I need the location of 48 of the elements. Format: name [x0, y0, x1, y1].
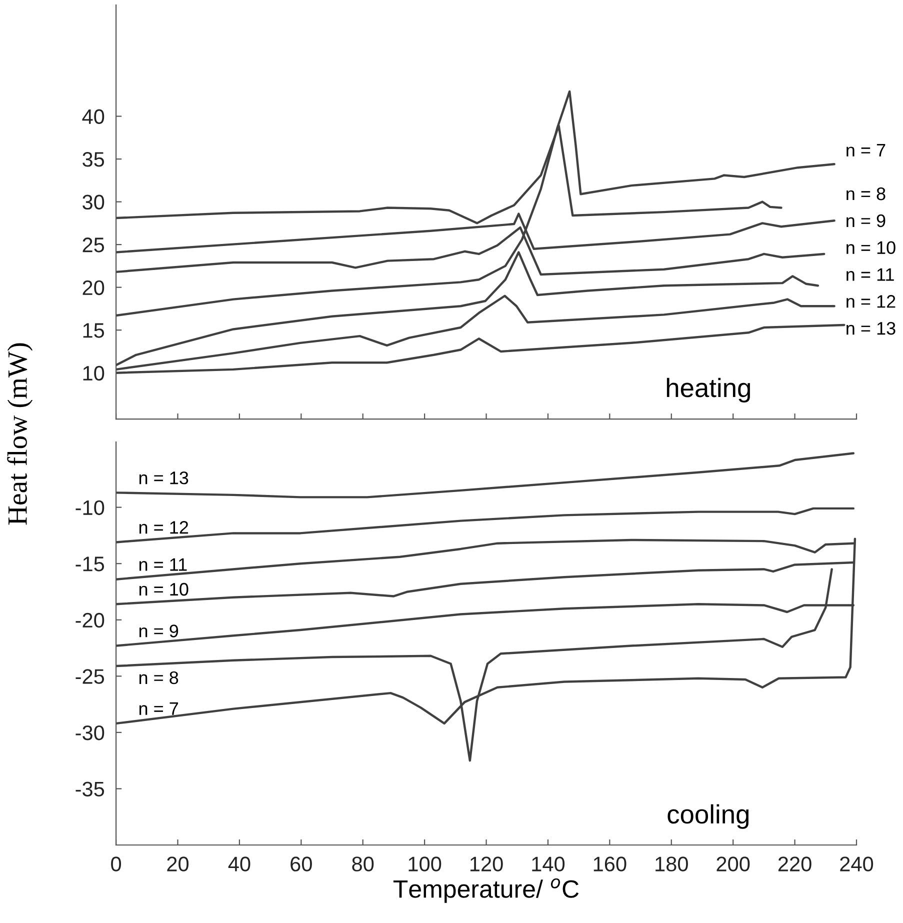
x-tick-label: 220	[778, 856, 812, 872]
line-series	[116, 452, 855, 498]
series-label: n = 7	[139, 702, 178, 715]
series-label: n = 8	[139, 671, 178, 684]
x-tick-label: 180	[656, 856, 688, 872]
x-tick-label: 240	[840, 856, 874, 872]
annotation: heating	[666, 378, 750, 402]
series-label: n = 12	[846, 295, 896, 308]
x-axis-title: Temperature/ $^{o}$C	[393, 878, 579, 903]
text: n = 8	[846, 187, 886, 200]
y-tick-label: -10	[76, 500, 104, 516]
x-tick-label: 0	[111, 856, 122, 872]
x-tick-label: 20	[167, 856, 189, 872]
x-tick-label: 200	[716, 856, 750, 872]
x-tick-label: 140	[532, 856, 565, 872]
line-series	[116, 251, 820, 366]
series-label: n = 13	[139, 471, 188, 484]
series-label: n = 13	[846, 322, 896, 335]
x-tick-label: 160	[594, 856, 626, 872]
series-label: n = 10	[846, 241, 896, 254]
y-tick-label: 20	[82, 280, 104, 296]
y-tick-label: 30	[82, 194, 104, 210]
series-label: n = 11	[846, 268, 894, 281]
x-tick-label: 120	[470, 856, 503, 872]
y-tick-label: 35	[82, 152, 104, 167]
series-label: n = 9	[846, 214, 886, 228]
line-series	[116, 90, 836, 317]
y-tick-label: 15	[83, 323, 104, 338]
series-label: n = 9	[139, 624, 178, 638]
y-tick-label: -30	[76, 725, 104, 740]
y-tick-label: 25	[82, 238, 104, 252]
y-tick-label: -35	[76, 782, 104, 796]
x-tick-label: 40	[228, 856, 250, 872]
y-tick-label: -20	[76, 612, 104, 628]
x-tick-label: 60	[290, 856, 312, 872]
y-axis-title: Heat flow (mW)	[7, 343, 33, 525]
y-tick-label: -15	[76, 556, 104, 572]
x-tick-label: 80	[352, 856, 374, 872]
y-tick-label: 10	[83, 366, 104, 381]
annotation: cooling	[668, 804, 749, 829]
y-tick-label: -25	[76, 669, 104, 684]
series-label: n = 12	[139, 521, 188, 534]
series-label: n = 7	[846, 144, 886, 156]
x-tick-label: 100	[408, 856, 442, 872]
series-label: n = 11	[139, 558, 187, 571]
series-label: n = 10	[139, 582, 188, 596]
y-tick-label: 40	[82, 109, 104, 124]
line-series	[116, 507, 855, 544]
